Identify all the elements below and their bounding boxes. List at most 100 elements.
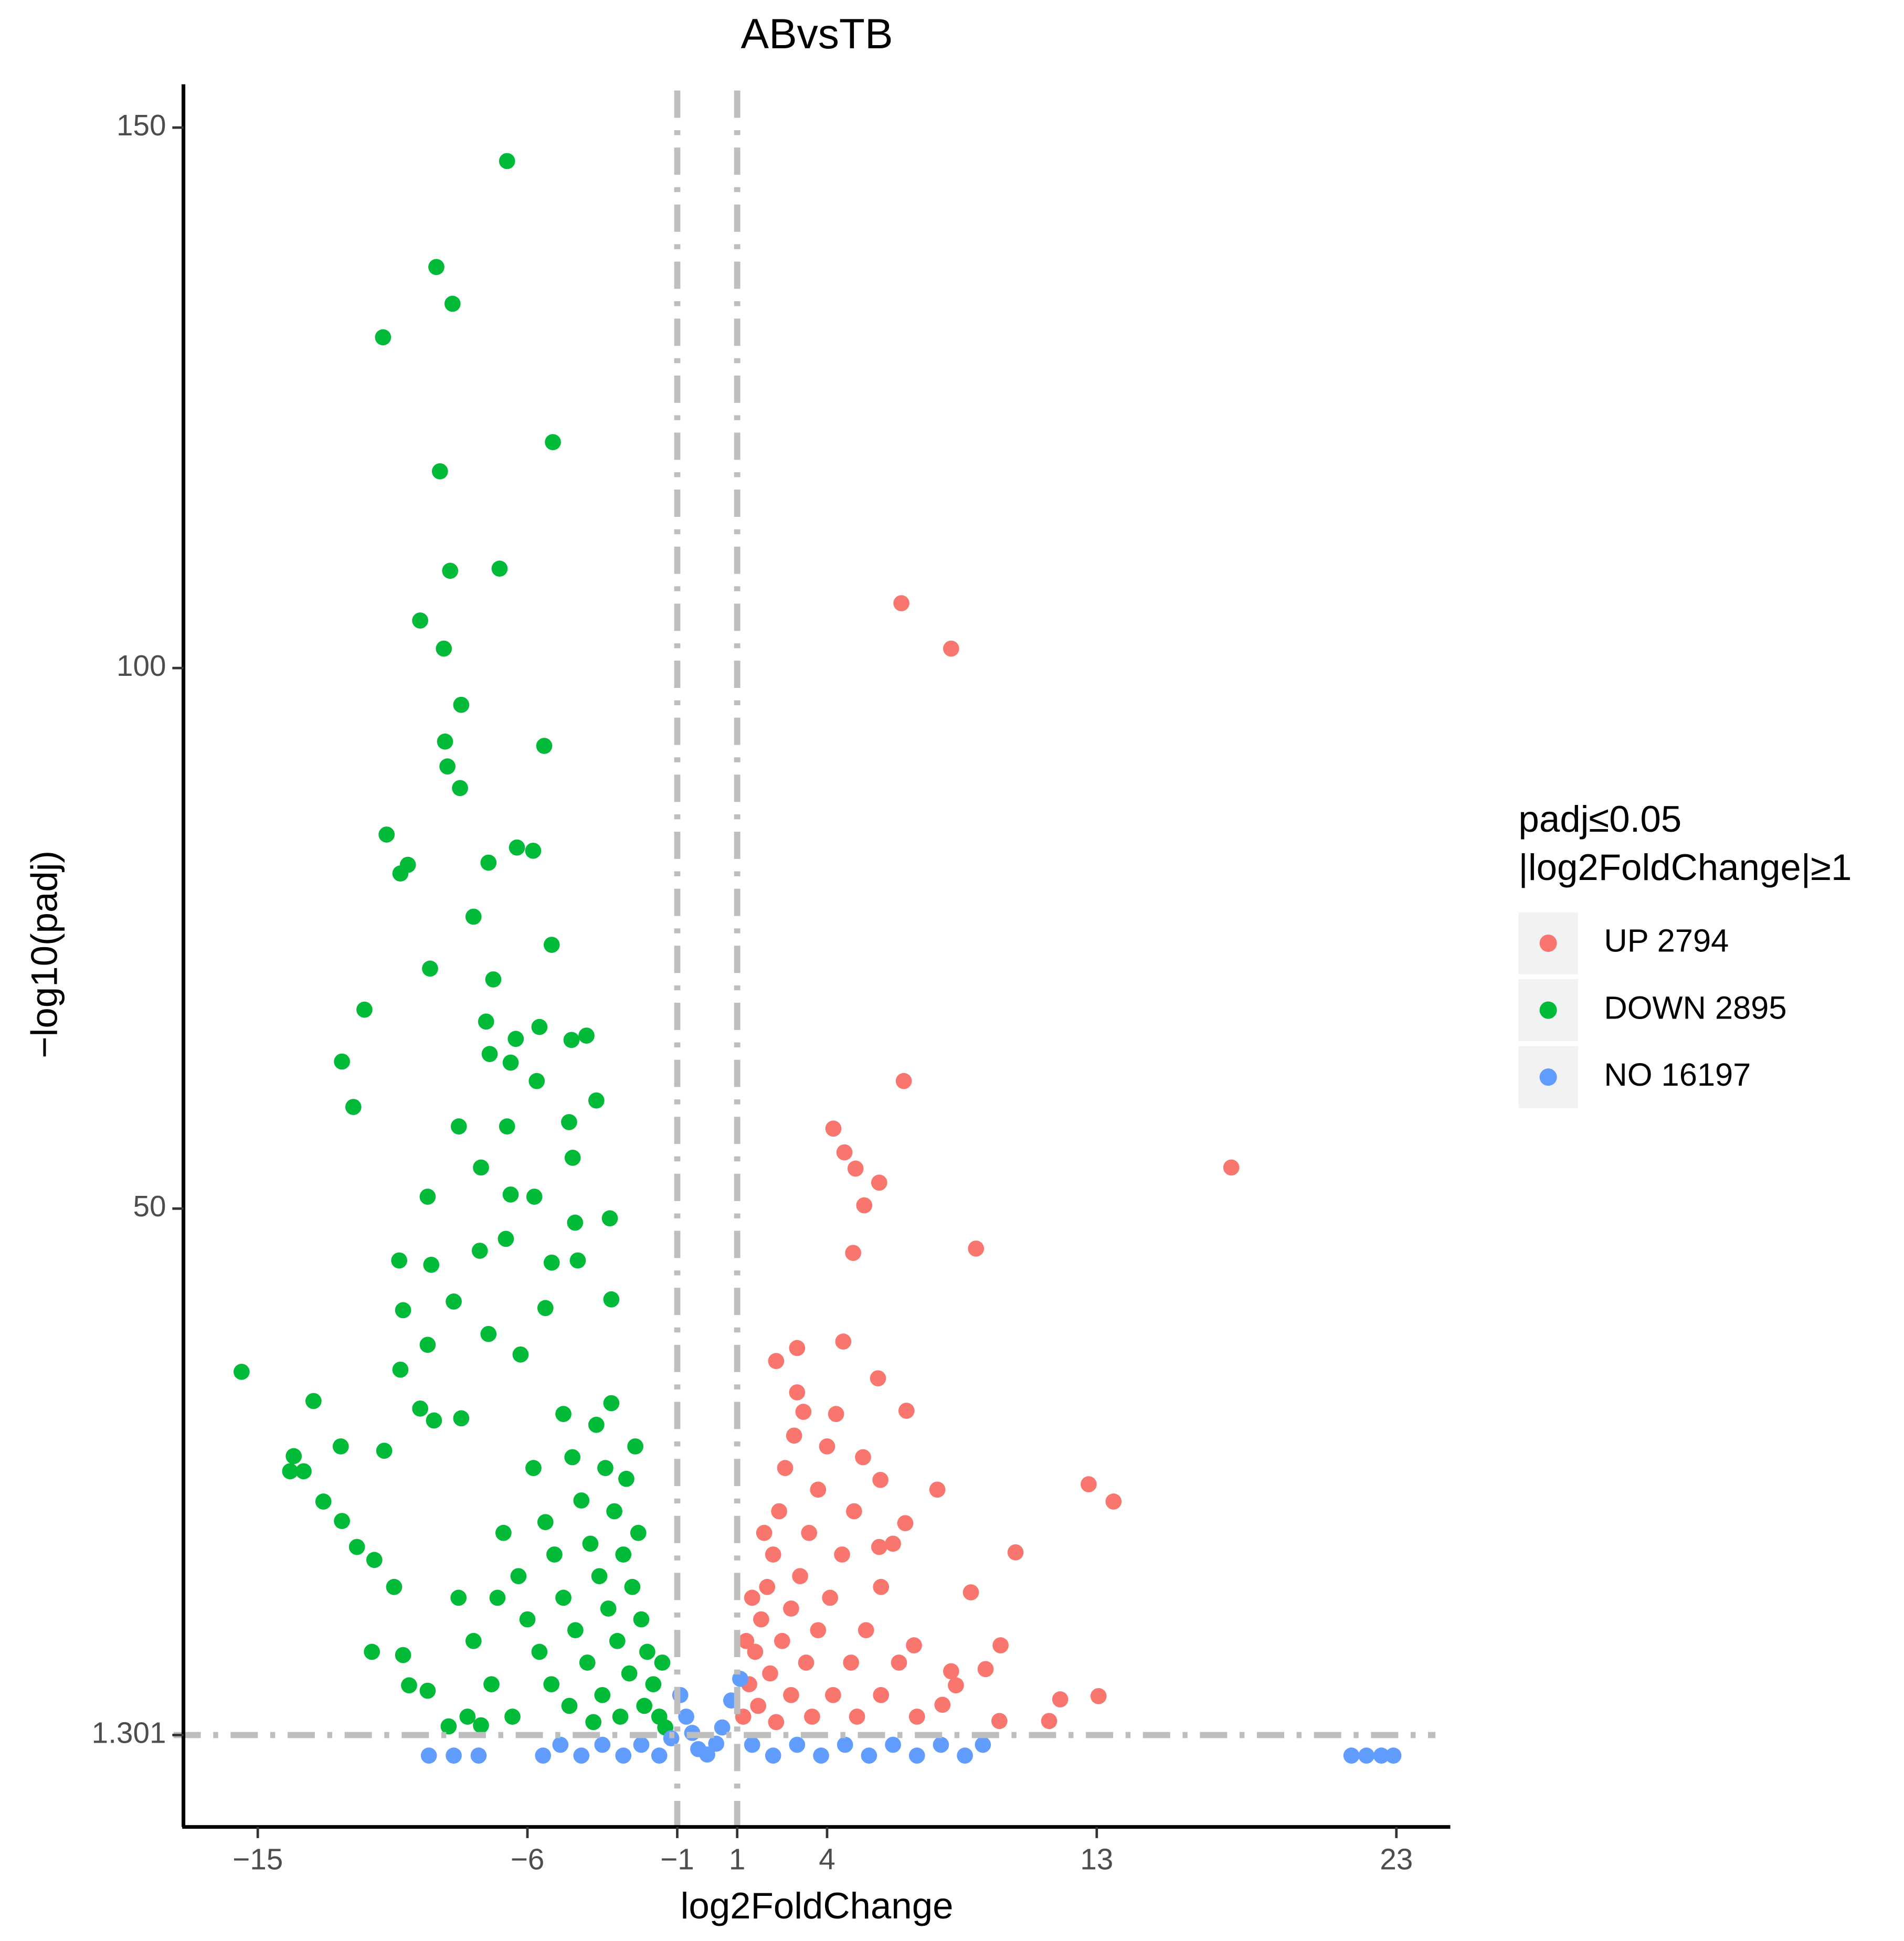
point	[908, 1709, 925, 1725]
point	[789, 1736, 806, 1753]
legend-marker	[1539, 935, 1557, 952]
point	[332, 1438, 349, 1455]
point	[898, 1403, 915, 1419]
point	[893, 595, 909, 611]
point	[285, 1448, 302, 1465]
point	[428, 259, 445, 275]
point	[366, 1552, 383, 1568]
point	[419, 1682, 436, 1699]
point	[499, 153, 515, 169]
point	[732, 1671, 748, 1687]
point	[473, 1717, 489, 1734]
point	[419, 1189, 436, 1205]
legend-title: |log2FoldChange|≥1	[1518, 847, 1852, 888]
point	[645, 1676, 662, 1693]
point	[871, 1174, 887, 1191]
point	[498, 1231, 514, 1247]
point	[765, 1747, 781, 1764]
point	[395, 1647, 411, 1663]
point	[744, 1589, 760, 1606]
point	[531, 1643, 548, 1660]
point	[885, 1535, 901, 1552]
y-axis-title: −log10(padj)	[24, 851, 65, 1058]
point	[543, 1676, 560, 1693]
point	[612, 1709, 629, 1725]
point	[768, 1353, 785, 1370]
point	[578, 1027, 595, 1044]
point	[747, 1643, 764, 1660]
point	[1343, 1747, 1360, 1764]
point	[738, 1632, 755, 1649]
point	[507, 1031, 524, 1047]
point	[573, 1747, 590, 1764]
point	[473, 1159, 489, 1176]
legend-marker	[1539, 1001, 1557, 1019]
point	[600, 1600, 617, 1617]
point	[870, 1370, 886, 1387]
point	[502, 1054, 519, 1071]
point	[895, 1073, 912, 1089]
point	[768, 1714, 785, 1731]
x-tick-label: 23	[1380, 1843, 1413, 1876]
point	[567, 1622, 584, 1639]
point	[943, 1663, 959, 1680]
point	[450, 1589, 467, 1606]
point	[537, 1514, 554, 1531]
point	[873, 1578, 890, 1595]
point	[535, 1747, 552, 1764]
point	[789, 1384, 806, 1401]
point	[891, 1654, 907, 1671]
point	[563, 1032, 580, 1048]
point	[481, 1046, 498, 1062]
point	[1105, 1493, 1122, 1510]
point	[502, 1186, 519, 1203]
point	[412, 1401, 428, 1417]
point	[446, 1747, 462, 1764]
point	[392, 1361, 409, 1378]
point	[825, 1120, 842, 1137]
point	[759, 1578, 776, 1595]
point	[615, 1747, 632, 1764]
point	[483, 1676, 500, 1693]
point	[744, 1736, 760, 1753]
point	[588, 1416, 605, 1433]
point	[991, 1713, 1008, 1730]
point	[423, 1257, 440, 1273]
point	[412, 612, 428, 629]
point	[436, 640, 452, 657]
point	[1385, 1747, 1402, 1764]
point	[555, 1589, 572, 1606]
legend-title: padj≤0.05	[1518, 799, 1681, 840]
point	[798, 1654, 815, 1671]
point	[489, 1589, 506, 1606]
point	[334, 1513, 350, 1529]
point	[636, 1698, 653, 1714]
legend: UP 2794 DOWN 2895 NO 16197	[1518, 912, 1786, 1108]
point	[526, 1189, 543, 1205]
point	[624, 1578, 641, 1595]
legend-label: NO 16197	[1604, 1057, 1751, 1093]
point	[855, 1449, 871, 1466]
point	[442, 563, 459, 579]
point	[440, 1718, 457, 1735]
point	[834, 1546, 850, 1563]
point	[783, 1687, 799, 1703]
point	[419, 1337, 436, 1353]
point	[872, 1471, 888, 1488]
point	[750, 1698, 766, 1714]
point	[536, 738, 553, 754]
point	[765, 1546, 781, 1563]
point	[471, 1243, 488, 1259]
point	[364, 1643, 380, 1660]
point	[452, 780, 468, 797]
point	[654, 1654, 671, 1671]
y-tick-label: 1.301	[92, 1716, 166, 1749]
point	[639, 1643, 655, 1660]
point	[663, 1730, 680, 1747]
point	[495, 1524, 512, 1541]
legend-label: UP 2794	[1604, 923, 1729, 959]
point	[957, 1747, 973, 1764]
point	[376, 1443, 393, 1459]
x-tick-label: 1	[729, 1843, 746, 1876]
